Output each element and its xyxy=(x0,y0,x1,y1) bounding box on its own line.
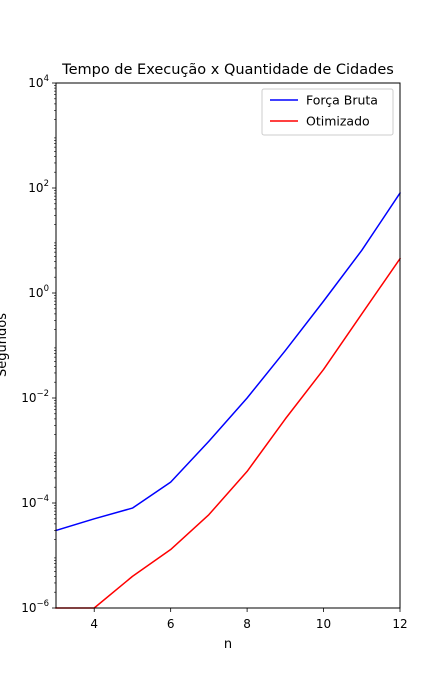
series-line-0 xyxy=(55,192,402,532)
y-tick-label: 10−6 xyxy=(21,599,49,615)
series-layer xyxy=(55,192,402,609)
y-tick-label: 10−2 xyxy=(21,389,49,405)
x-tick-label: 8 xyxy=(243,617,251,631)
x-axis-label: n xyxy=(224,637,232,652)
y-tick-label: 104 xyxy=(28,74,49,90)
y-axis: 10−6 10−4 10−2 100 102 104 xyxy=(21,74,56,615)
legend-label: Força Bruta xyxy=(306,93,378,108)
y-tick-label: 10−4 xyxy=(21,494,49,510)
x-tick-label: 12 xyxy=(392,617,407,631)
chart-title: Tempo de Execução x Quantidade de Cidade… xyxy=(61,62,394,78)
series-line-1 xyxy=(55,257,402,609)
x-tick-label: 6 xyxy=(167,617,175,631)
x-tick-label: 4 xyxy=(90,617,98,631)
x-axis: 4 6 8 10 12 xyxy=(90,608,408,631)
y-axis-label: Segundos xyxy=(0,313,10,377)
legend-label: Otimizado xyxy=(306,114,370,129)
y-tick-label: 102 xyxy=(28,179,49,195)
y-tick-label: 100 xyxy=(28,284,49,300)
x-tick-label: 10 xyxy=(316,617,331,631)
plot-area-frame xyxy=(55,82,401,609)
legend: Força Bruta Otimizado xyxy=(261,88,394,136)
